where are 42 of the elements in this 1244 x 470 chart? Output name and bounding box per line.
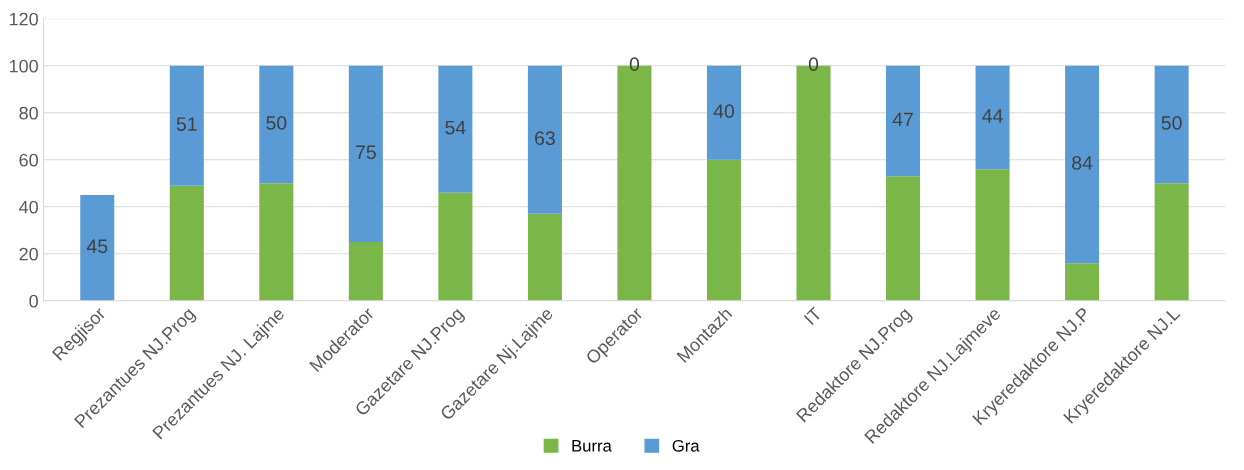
- bar: [1154, 65, 1189, 184]
- bar: [169, 65, 204, 186]
- bar: [527, 213, 562, 301]
- bar: [975, 169, 1010, 301]
- bar: [169, 185, 204, 301]
- y-tick-label: 120: [9, 12, 38, 26]
- bar: [706, 65, 741, 160]
- bar: [438, 65, 473, 193]
- bar: [975, 65, 1010, 170]
- y-tick-label: 60: [19, 153, 38, 167]
- data-label: 75: [356, 145, 376, 160]
- bar: [886, 65, 921, 177]
- y-tick-label: 100: [9, 59, 38, 73]
- data-label: 51: [176, 117, 197, 131]
- data-label: 47: [892, 112, 913, 127]
- y-tick-label: 0: [29, 294, 38, 308]
- legend-label: Gra: [672, 439, 700, 452]
- y-tick-label: 40: [19, 200, 38, 214]
- bar: [1065, 65, 1100, 264]
- bar: [80, 195, 115, 301]
- bar: [438, 192, 473, 301]
- data-label: 45: [86, 239, 108, 254]
- legend-label: Burra: [572, 440, 612, 452]
- bar: [348, 65, 383, 243]
- x-tick-label: IT: [803, 306, 823, 326]
- bar: [886, 176, 921, 301]
- data-label: 63: [535, 131, 555, 146]
- bar: [1154, 183, 1189, 301]
- data-label: 54: [445, 120, 466, 135]
- bar: [1065, 263, 1100, 301]
- bar: [706, 159, 741, 301]
- y-tick-label: 80: [19, 106, 38, 120]
- data-label: 44: [982, 109, 1003, 123]
- data-label: 84: [1072, 155, 1093, 170]
- bar: [527, 65, 562, 214]
- data-label: 50: [1161, 116, 1182, 130]
- y-tick-label: 20: [19, 247, 38, 261]
- bar: [348, 242, 383, 301]
- bar: [259, 183, 294, 301]
- data-label: 40: [713, 104, 735, 119]
- bar: [259, 65, 294, 184]
- data-label: 50: [266, 116, 287, 130]
